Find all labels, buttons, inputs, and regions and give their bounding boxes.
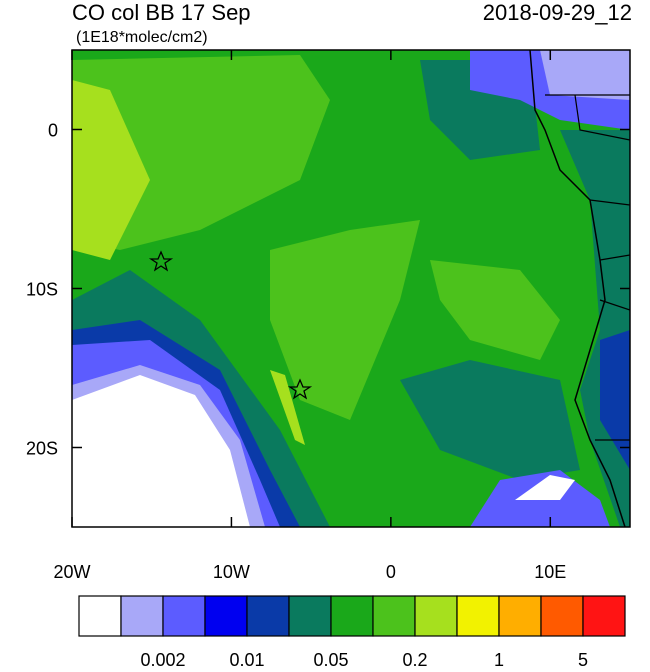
- colorbar-label: 0.01: [229, 650, 264, 667]
- colorbar-box: [414, 595, 458, 637]
- colorbar-box: [288, 595, 332, 637]
- colorbar-label: 0.05: [313, 650, 348, 667]
- title: CO col BB 17 Sep: [72, 0, 251, 25]
- colorbar-label: 0.2: [402, 650, 427, 667]
- colorbar-label: 1: [494, 650, 504, 667]
- lat-tick-label: 20S: [26, 439, 58, 459]
- colorbar-box: [540, 595, 584, 637]
- colorbar-box: [78, 595, 122, 637]
- date: 2018-09-29_12: [483, 0, 632, 25]
- colorbar-box: [120, 595, 164, 637]
- lat-tick-label: 0: [48, 121, 58, 141]
- colorbar-box: [498, 595, 542, 637]
- colorbar-label: 5: [578, 650, 588, 667]
- subtitle: (1E18*molec/cm2): [76, 29, 208, 46]
- lon-tick-label: 20W: [53, 562, 90, 582]
- colorbar-box: [582, 595, 626, 637]
- colorbar-box: [246, 595, 290, 637]
- map-field: [72, 50, 630, 527]
- lon-tick-label: 10W: [213, 562, 250, 582]
- colorbar-box: [372, 595, 416, 637]
- lon-tick-label: 0: [386, 562, 396, 582]
- lat-tick-label: 10S: [26, 280, 58, 300]
- colorbar-box: [456, 595, 500, 637]
- colorbar-box: [204, 595, 248, 637]
- colorbar-box: [330, 595, 374, 637]
- lon-tick-label: 10E: [534, 562, 566, 582]
- colorbar-label: 0.002: [140, 650, 185, 667]
- colorbar-box: [162, 595, 206, 637]
